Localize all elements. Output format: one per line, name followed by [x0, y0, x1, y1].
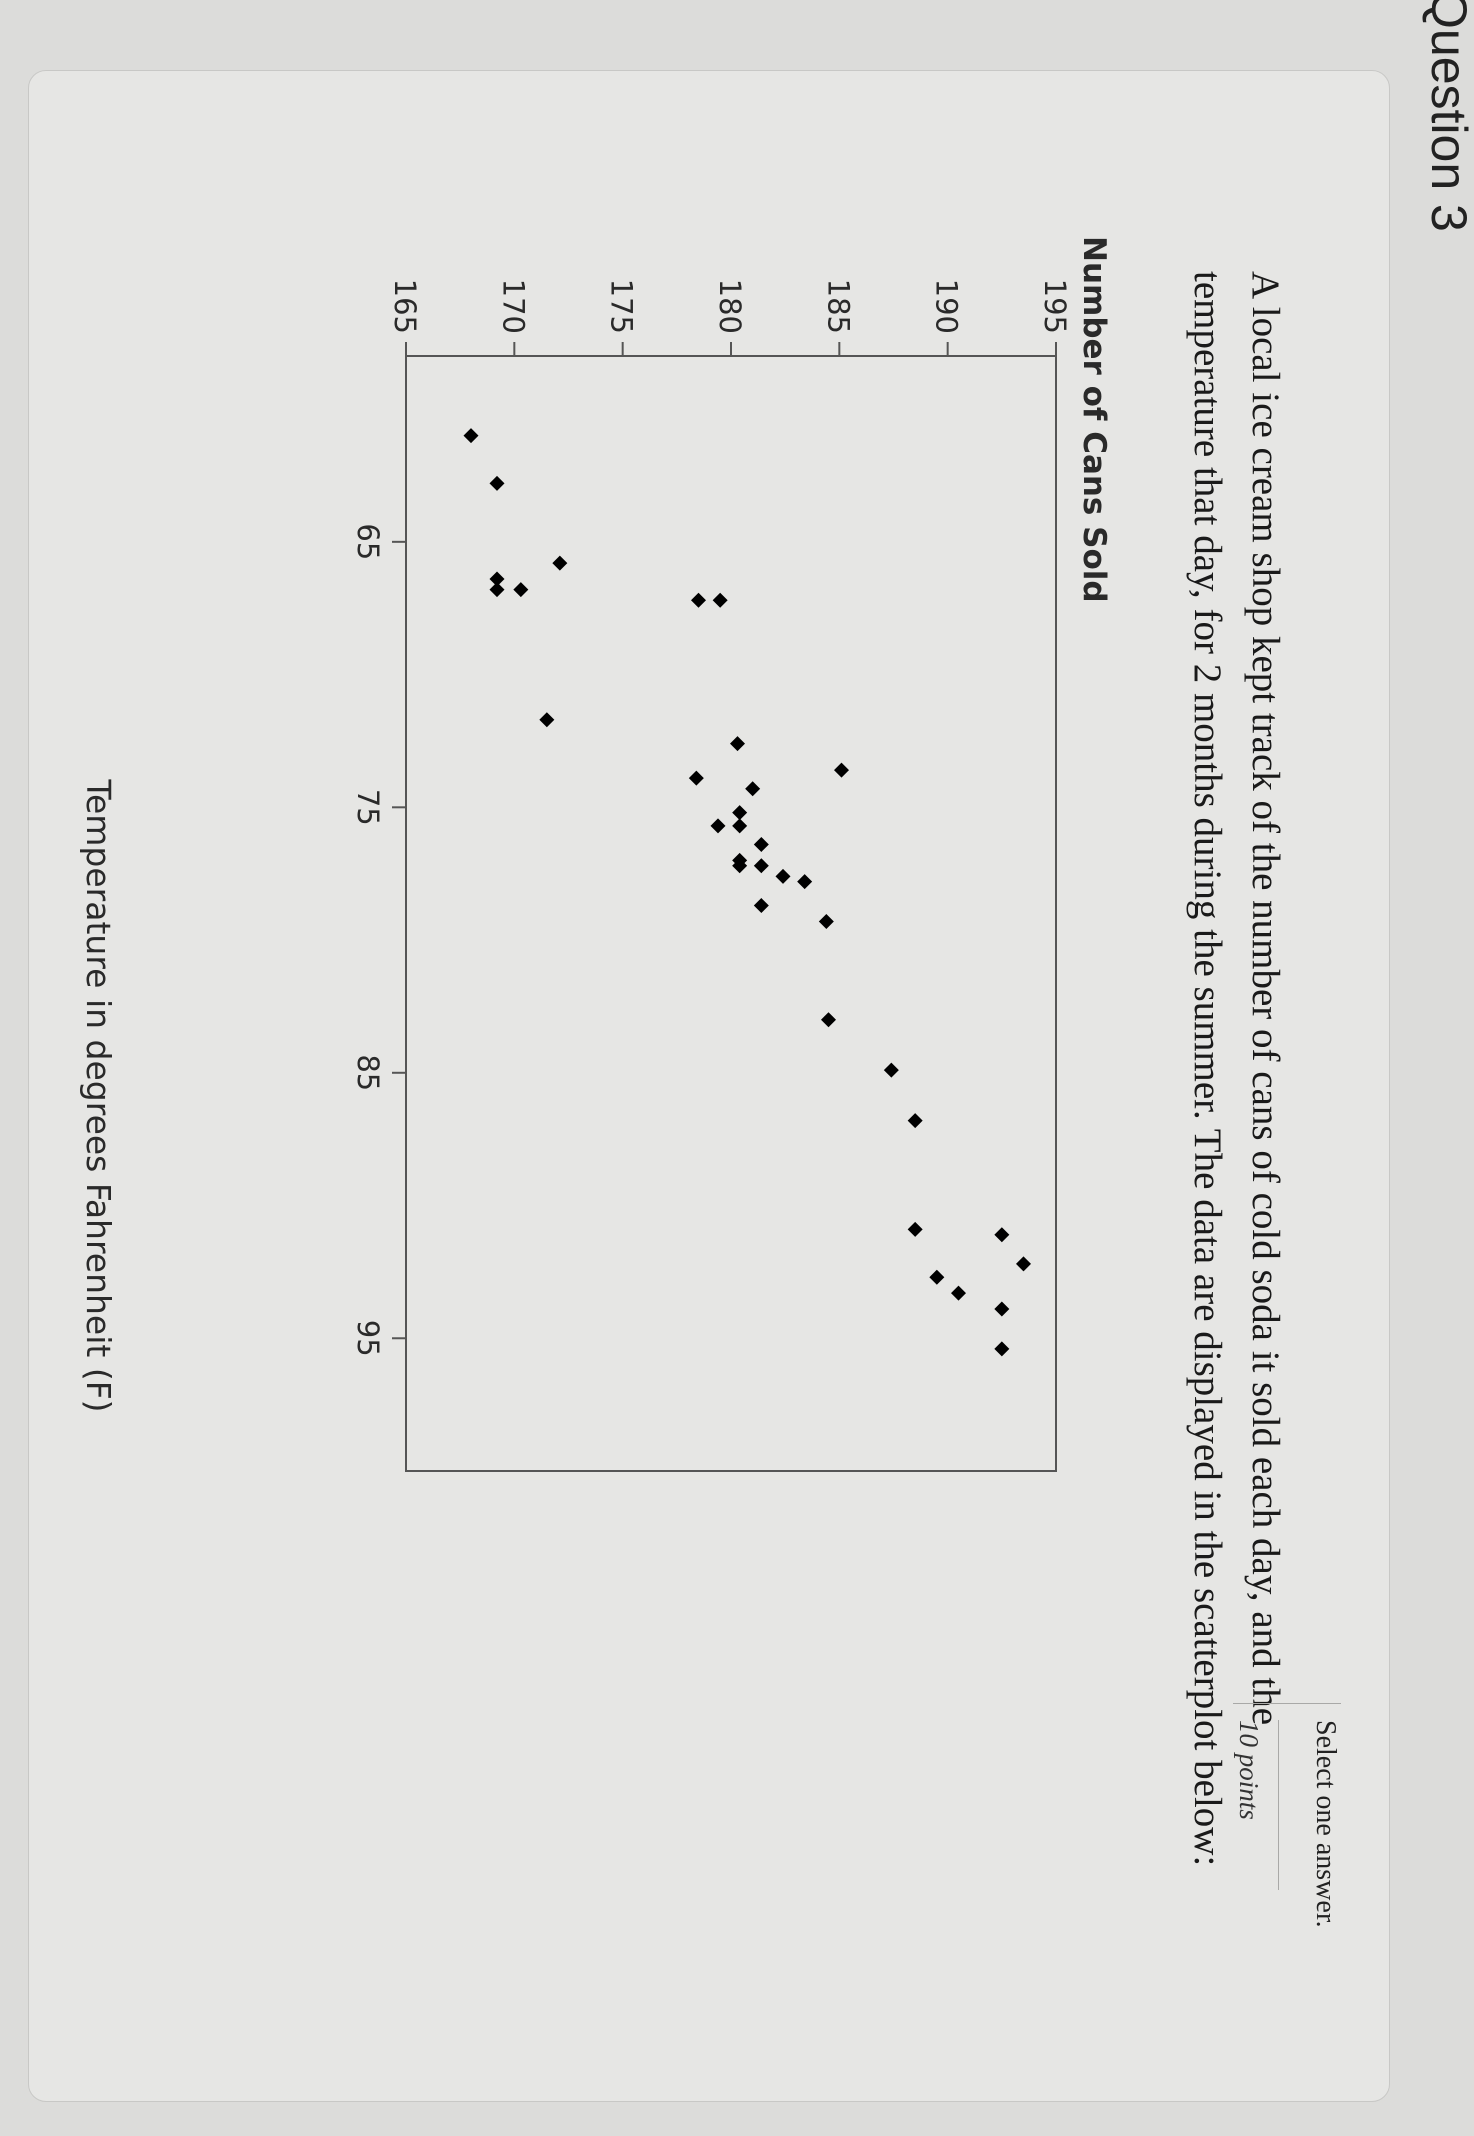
data-point: [463, 428, 479, 444]
data-point: [797, 874, 813, 890]
data-point: [818, 913, 834, 929]
data-point: [994, 1227, 1010, 1243]
x-axis-label: Temperature in degrees Fahrenheit (F): [79, 778, 118, 1412]
data-point: [552, 555, 568, 571]
y-tick-label: 190: [930, 279, 964, 334]
y-axis-label: Number of Cans Sold: [1076, 236, 1112, 603]
y-tick-label: 165: [388, 279, 422, 334]
y-tick-label: 175: [605, 279, 639, 334]
data-point: [732, 858, 748, 874]
scatterplot: Number of Cans Sold Temperature in degre…: [79, 236, 1112, 1472]
x-axis-ticks: 65 75 85 95: [351, 523, 406, 1357]
y-tick-label: 180: [713, 279, 747, 334]
data-point: [883, 1062, 899, 1078]
data-point: [753, 836, 769, 852]
data-point: [732, 818, 748, 834]
data-point: [732, 805, 748, 821]
y-tick-label: 170: [496, 279, 530, 334]
data-point: [775, 868, 791, 884]
data-point: [745, 781, 761, 797]
data-point: [489, 582, 505, 598]
data-point: [994, 1341, 1010, 1357]
data-point: [929, 1269, 945, 1285]
question-heading: Question 3: [1421, 0, 1474, 232]
data-point: [513, 582, 529, 598]
data-point: [1016, 1256, 1031, 1272]
data-point: [489, 475, 505, 491]
data-point: [834, 762, 849, 778]
y-tick-label: 185: [821, 279, 855, 334]
x-tick-label: 65: [351, 523, 385, 560]
x-tick-label: 85: [351, 1054, 385, 1091]
x-tick-label: 75: [351, 789, 385, 826]
data-point: [688, 770, 704, 786]
data-point: [753, 898, 769, 914]
data-point: [730, 736, 745, 752]
data-points: [463, 428, 1031, 1357]
data-point: [907, 1113, 923, 1129]
data-point: [691, 592, 706, 608]
data-point: [951, 1285, 966, 1301]
y-tick-label: 195: [1038, 279, 1072, 334]
y-axis-ticks: 165 170 175 180 185 190 195: [388, 279, 1072, 356]
question-card: A local ice cream shop kept track of the…: [28, 70, 1390, 2102]
data-point: [712, 592, 728, 608]
data-point: [753, 858, 769, 874]
data-point: [489, 571, 505, 587]
data-point: [994, 1301, 1010, 1317]
data-point: [821, 1012, 836, 1028]
data-point: [539, 712, 555, 728]
plot-frame: [405, 355, 1057, 1472]
x-tick-label: 95: [351, 1320, 385, 1357]
data-point: [907, 1221, 923, 1237]
data-point: [710, 818, 726, 834]
